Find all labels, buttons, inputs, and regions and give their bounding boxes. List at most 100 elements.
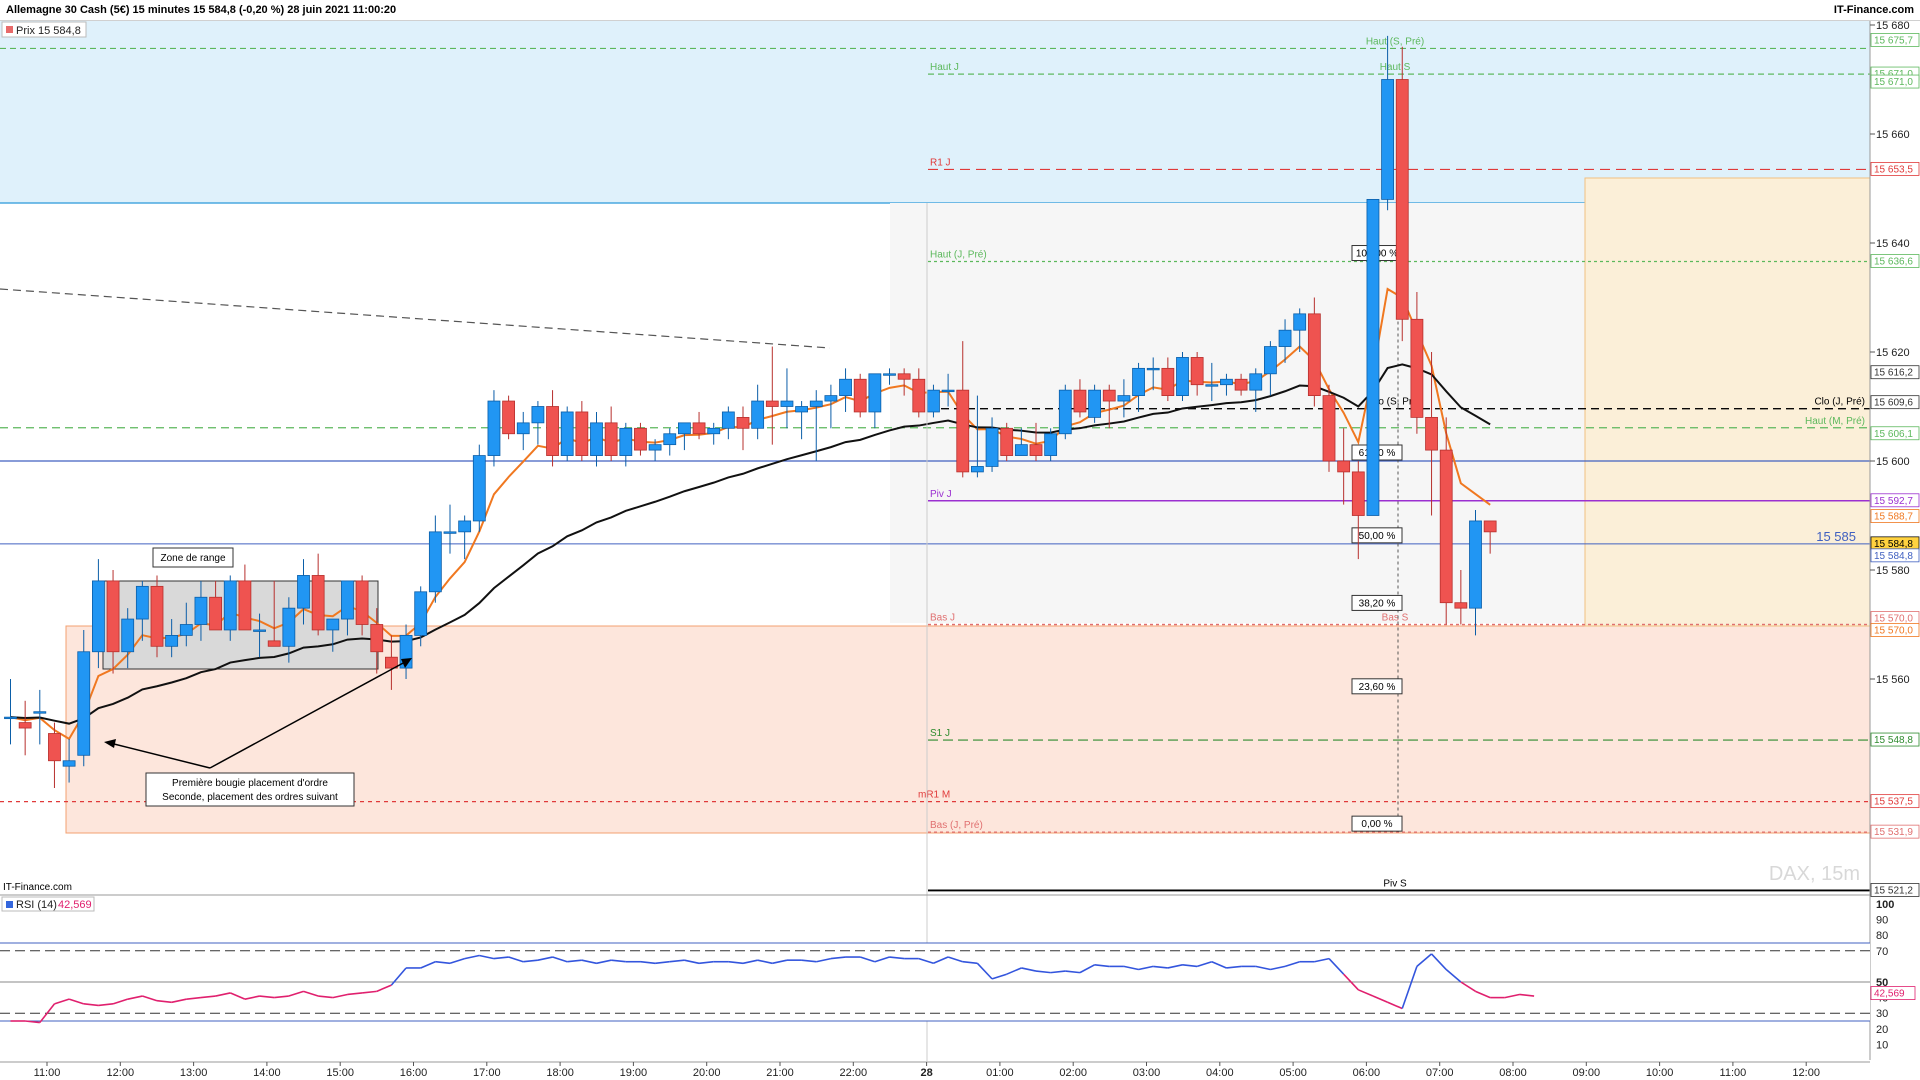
rsi-seg-3 (39, 1003, 56, 1024)
x-tick-label-18: 06:00 (1353, 1067, 1381, 1079)
rsi-seg-4 (54, 998, 70, 1005)
x-tick-label-8: 19:00 (620, 1067, 648, 1079)
right-label-box-3 (1870, 162, 1920, 176)
rsi-seg-26 (376, 984, 392, 993)
candle-body-12 (179, 624, 193, 636)
candle-body-52 (765, 400, 779, 407)
right-label-box-11 (1870, 548, 1920, 563)
rsi-seg-88 (1284, 960, 1300, 968)
rsi-seg-91 (1328, 958, 1345, 975)
candle-body-34 (502, 400, 516, 435)
brand-label: IT-Finance.com (1833, 4, 1914, 16)
candle-body-101 (1483, 520, 1497, 533)
rsi-seg-32 (464, 954, 480, 960)
candle-body-63 (927, 389, 940, 413)
rsi-seg-77 (1123, 965, 1139, 971)
x-tick-label-14: 02:00 (1059, 1067, 1087, 1079)
level-label-3: R1 J (930, 157, 951, 168)
rsi-seg-15 (215, 992, 231, 997)
candle-body-70 (1029, 444, 1043, 456)
right-label-box-13 (1870, 623, 1920, 637)
candle-body-96 (1410, 318, 1424, 418)
rsi-seg-50 (728, 960, 744, 965)
candle-body-47 (692, 422, 706, 435)
rsi-seg-40 (581, 959, 597, 965)
arrow-head-2 (401, 658, 412, 668)
right-label-15: 15 537,5 (1874, 797, 1913, 808)
rsi-seg-79 (1153, 965, 1168, 969)
price-legend: Prix 15 584,8 (16, 25, 81, 37)
rsi-tick-0: 100 (1876, 899, 1894, 911)
rsi-seg-81 (1182, 964, 1198, 968)
rsi-tick-7: 20 (1876, 1024, 1888, 1036)
candle-body-87 (1278, 329, 1292, 347)
ema-slow-line (10, 363, 1491, 725)
candle-body-66 (971, 466, 984, 473)
x-tick-label-20: 08:00 (1499, 1067, 1527, 1079)
candle-body-85 (1249, 373, 1263, 391)
rsi-seg-51 (742, 959, 758, 965)
price-legend-swatch (6, 26, 13, 33)
rsi-seg-33 (479, 954, 495, 960)
level-label-4: Haut (J, Pré) (930, 250, 987, 261)
x-tick-label-21: 09:00 (1573, 1067, 1601, 1079)
rsi-seg-74 (1079, 964, 1095, 974)
candle-body-68 (1000, 427, 1014, 456)
candle-body-50 (736, 416, 750, 429)
candle-body-2 (33, 711, 47, 714)
rsi-seg-42 (611, 959, 626, 963)
right-label-box-14 (1870, 732, 1920, 747)
candle-body-13 (194, 596, 208, 625)
right-label-box-7 (1870, 426, 1920, 441)
candle-body-45 (663, 433, 677, 446)
candle-body-74 (1088, 389, 1101, 418)
level-label-10: Bas S (1382, 613, 1409, 624)
x-tick-label-22: 10:00 (1646, 1067, 1674, 1079)
rsi-seg-6 (83, 1003, 99, 1007)
rsi-seg-103 (1504, 993, 1520, 999)
x-tick-label-1: 12:00 (107, 1067, 135, 1079)
candle-body-56 (824, 395, 838, 402)
level-label-13: Bas (J, Pré) (930, 820, 983, 831)
x-tick-label-6: 17:00 (473, 1067, 501, 1079)
rsi-tick-6: 30 (1876, 1008, 1888, 1020)
rsi-tick-1: 90 (1876, 915, 1888, 927)
rsi-seg-55 (801, 959, 817, 963)
x-tick-label-3: 14:00 (253, 1067, 281, 1079)
right-label-box-15 (1870, 794, 1920, 809)
y-tick-label-4: 15 640 (1876, 238, 1910, 250)
resistance-zone (0, 21, 1870, 203)
candle-body-65 (956, 389, 970, 473)
rsi-seg-12 (171, 998, 187, 1004)
rsi-seg-67 (976, 962, 993, 980)
candle-body-17 (253, 629, 266, 632)
candle-body-28 (414, 591, 428, 636)
arrow-first-candle (109, 742, 211, 769)
right-label-3: 15 653,5 (1874, 164, 1913, 175)
rsi-seg-25 (362, 990, 377, 994)
right-label-box-8 (1870, 493, 1920, 508)
x-tick-label-15: 03:00 (1133, 1067, 1161, 1079)
x-tick-label-4: 15:00 (326, 1067, 354, 1079)
rsi-seg-41 (596, 959, 612, 965)
candle-body-71 (1044, 433, 1058, 456)
arrow-head-1 (104, 739, 116, 748)
right-label-5: 15 616,2 (1874, 368, 1913, 379)
candle-body-93 (1366, 198, 1380, 516)
rsi-value-label: 42,569 (1874, 989, 1905, 1000)
candle-body-16 (238, 580, 252, 631)
rsi-seg-19 (274, 995, 289, 999)
candle-body-64 (941, 389, 955, 393)
rsi-seg-87 (1270, 965, 1286, 971)
candle-body-98 (1439, 449, 1453, 604)
right-label-9: 15 588,7 (1874, 512, 1913, 523)
level-label-5: Clo (S, Pré) (1369, 397, 1421, 408)
candle-body-83 (1220, 378, 1233, 386)
rsi-seg-97 (1416, 953, 1433, 968)
candle-body-25 (370, 624, 384, 653)
rsi-seg-29 (420, 960, 436, 969)
candle-body-10 (150, 585, 164, 647)
rsi-legend-value: 42,569 (58, 899, 92, 911)
x-tick-label-24: 12:00 (1792, 1067, 1820, 1079)
